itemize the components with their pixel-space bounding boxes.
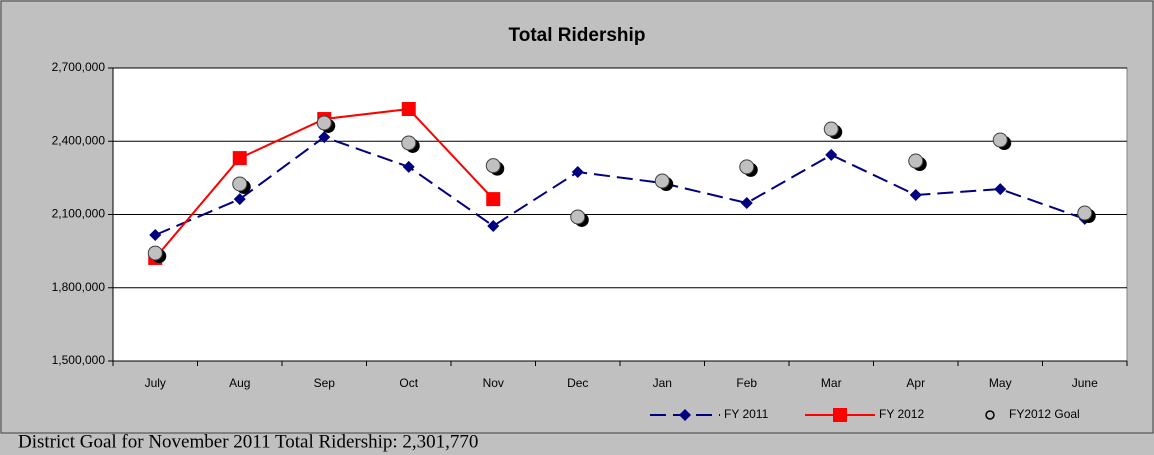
note: District Goal for November 2011 Total Ri… (18, 431, 478, 452)
y-tick-label: 2,400,000 (52, 133, 106, 147)
point (909, 188, 922, 201)
series-line (154, 135, 1086, 236)
point (739, 159, 755, 175)
point (825, 148, 838, 161)
legend-label: FY 2012 (879, 407, 924, 421)
point (149, 229, 162, 242)
point (571, 166, 584, 179)
point (1077, 205, 1093, 221)
point (487, 219, 500, 232)
x-tick-label: Dec (567, 376, 588, 390)
point (570, 209, 586, 225)
legend-label: FY 2011 (724, 407, 769, 421)
y-tick-label: 2,700,000 (52, 60, 106, 74)
y-tick-label: 1,800,000 (52, 280, 106, 294)
x-tick-label: Nov (483, 376, 504, 390)
legend-label: FY2012 Goal (1009, 407, 1080, 421)
point (994, 183, 1007, 196)
point (232, 151, 247, 166)
point (992, 132, 1008, 148)
y-tick-label: 2,100,000 (52, 207, 106, 221)
point (233, 193, 246, 206)
chart-title: Total Ridership (509, 25, 646, 46)
x-tick-label: Apr (906, 376, 925, 390)
legend-marker (679, 409, 691, 421)
point (485, 158, 501, 174)
legend-marker (833, 408, 847, 422)
x-tick-label: Oct (399, 376, 418, 390)
legend-marker (985, 410, 995, 420)
point (823, 121, 839, 137)
x-tick-label: Jan (653, 376, 672, 390)
y-tick-label: 1,500,000 (52, 353, 106, 367)
point (402, 160, 415, 173)
point (654, 173, 670, 189)
point (232, 176, 248, 192)
x-tick-label: Mar (821, 376, 842, 390)
x-tick-label: Feb (736, 376, 757, 390)
point (147, 245, 163, 261)
point (486, 192, 501, 207)
point (316, 115, 332, 131)
x-tick-label: Sep (314, 376, 336, 390)
x-tick-label: July (145, 376, 166, 390)
point (740, 197, 753, 210)
x-tick-label: May (989, 376, 1012, 390)
x-tick-label: Aug (229, 376, 250, 390)
point (401, 135, 417, 151)
point (908, 153, 924, 169)
point (401, 102, 416, 117)
x-tick-label: June (1072, 376, 1098, 390)
point (318, 131, 331, 144)
